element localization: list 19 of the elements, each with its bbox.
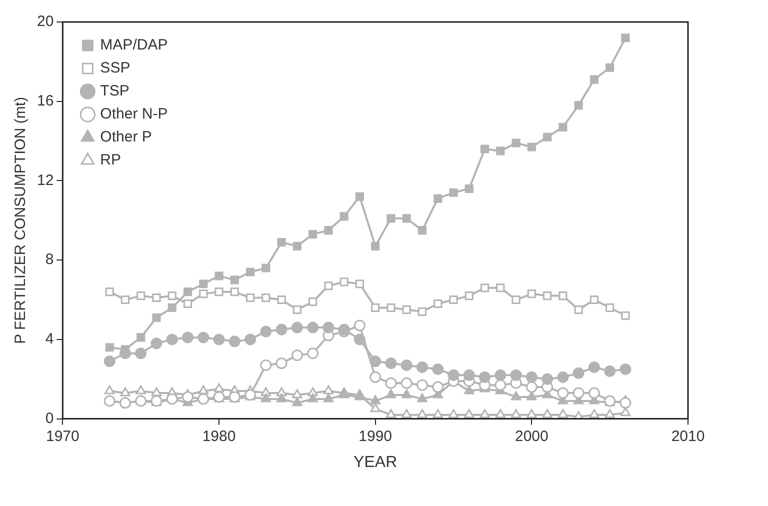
y-tick-label: 12 [36, 172, 54, 189]
x-tick-label: 2010 [671, 428, 705, 445]
y-tick-label: 16 [36, 92, 54, 110]
legend-label: Other N-P [100, 106, 168, 123]
legend-label: RP [100, 152, 122, 169]
x-tick-label: 1970 [46, 428, 80, 445]
y-tick-label: 20 [36, 13, 54, 30]
legend-label: MAP/DAP [100, 36, 168, 54]
legend-label: Other P [100, 128, 152, 146]
legend-label: SSP [100, 60, 130, 77]
x-tick-label: 1980 [202, 428, 236, 445]
x-axis-title: YEAR [354, 454, 398, 471]
x-tick-label: 1990 [358, 428, 392, 445]
legend-label: TSP [100, 82, 130, 100]
x-tick-label: 2000 [514, 428, 548, 445]
y-tick-label: 4 [45, 330, 54, 348]
y-tick-label: 0 [45, 410, 54, 427]
y-tick-label: 8 [45, 251, 54, 268]
y-axis-title: P FERTILIZER CONSUMPTION (mt) [12, 96, 30, 344]
